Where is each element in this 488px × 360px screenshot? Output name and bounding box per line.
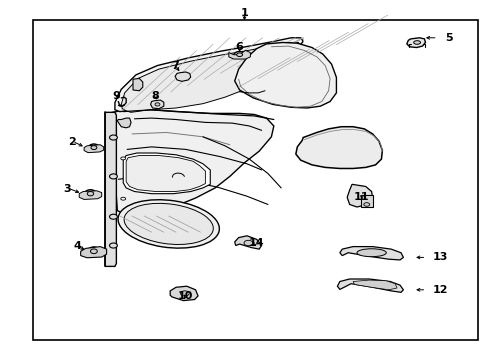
Ellipse shape xyxy=(118,200,219,248)
Polygon shape xyxy=(228,50,250,59)
Text: 14: 14 xyxy=(248,238,264,248)
Text: 7: 7 xyxy=(171,61,179,71)
Polygon shape xyxy=(81,247,106,258)
Ellipse shape xyxy=(87,192,94,196)
Polygon shape xyxy=(105,112,116,266)
Polygon shape xyxy=(133,78,142,91)
Text: 3: 3 xyxy=(63,184,71,194)
Polygon shape xyxy=(352,280,396,290)
Text: 4: 4 xyxy=(73,241,81,251)
Polygon shape xyxy=(406,38,425,48)
Text: 9: 9 xyxy=(112,91,120,101)
Polygon shape xyxy=(117,118,131,128)
Ellipse shape xyxy=(363,203,369,206)
Ellipse shape xyxy=(90,249,97,253)
Text: 10: 10 xyxy=(178,291,193,301)
Polygon shape xyxy=(84,145,103,153)
Polygon shape xyxy=(339,247,403,260)
Ellipse shape xyxy=(109,174,117,179)
Polygon shape xyxy=(234,42,336,108)
Ellipse shape xyxy=(124,203,213,244)
Ellipse shape xyxy=(413,41,420,44)
Ellipse shape xyxy=(180,291,189,296)
Ellipse shape xyxy=(244,240,252,246)
Text: 13: 13 xyxy=(432,252,447,262)
Text: 11: 11 xyxy=(353,192,369,202)
Ellipse shape xyxy=(356,249,386,257)
Ellipse shape xyxy=(87,247,100,256)
Ellipse shape xyxy=(88,144,99,151)
Polygon shape xyxy=(170,286,198,301)
Bar xyxy=(33,20,477,340)
Ellipse shape xyxy=(84,190,96,198)
Polygon shape xyxy=(234,236,261,249)
Ellipse shape xyxy=(121,157,125,160)
Text: 5: 5 xyxy=(444,33,452,43)
Polygon shape xyxy=(175,72,190,81)
Ellipse shape xyxy=(234,51,244,58)
Bar xyxy=(360,195,372,207)
Polygon shape xyxy=(337,279,403,292)
Text: 6: 6 xyxy=(235,42,243,53)
Ellipse shape xyxy=(109,243,117,248)
Ellipse shape xyxy=(109,214,117,219)
Text: 12: 12 xyxy=(432,285,447,295)
Ellipse shape xyxy=(91,146,97,150)
Polygon shape xyxy=(346,184,372,207)
Text: 1: 1 xyxy=(240,8,248,18)
Ellipse shape xyxy=(236,53,242,57)
Polygon shape xyxy=(121,42,301,112)
Polygon shape xyxy=(112,109,273,214)
Polygon shape xyxy=(123,153,210,194)
Ellipse shape xyxy=(121,197,125,200)
Polygon shape xyxy=(126,156,205,192)
Ellipse shape xyxy=(109,135,117,140)
Ellipse shape xyxy=(155,103,160,106)
Polygon shape xyxy=(79,191,102,199)
Polygon shape xyxy=(150,100,163,109)
Polygon shape xyxy=(295,127,382,168)
Text: 8: 8 xyxy=(151,91,159,101)
Polygon shape xyxy=(115,38,303,112)
Text: 2: 2 xyxy=(68,137,76,147)
